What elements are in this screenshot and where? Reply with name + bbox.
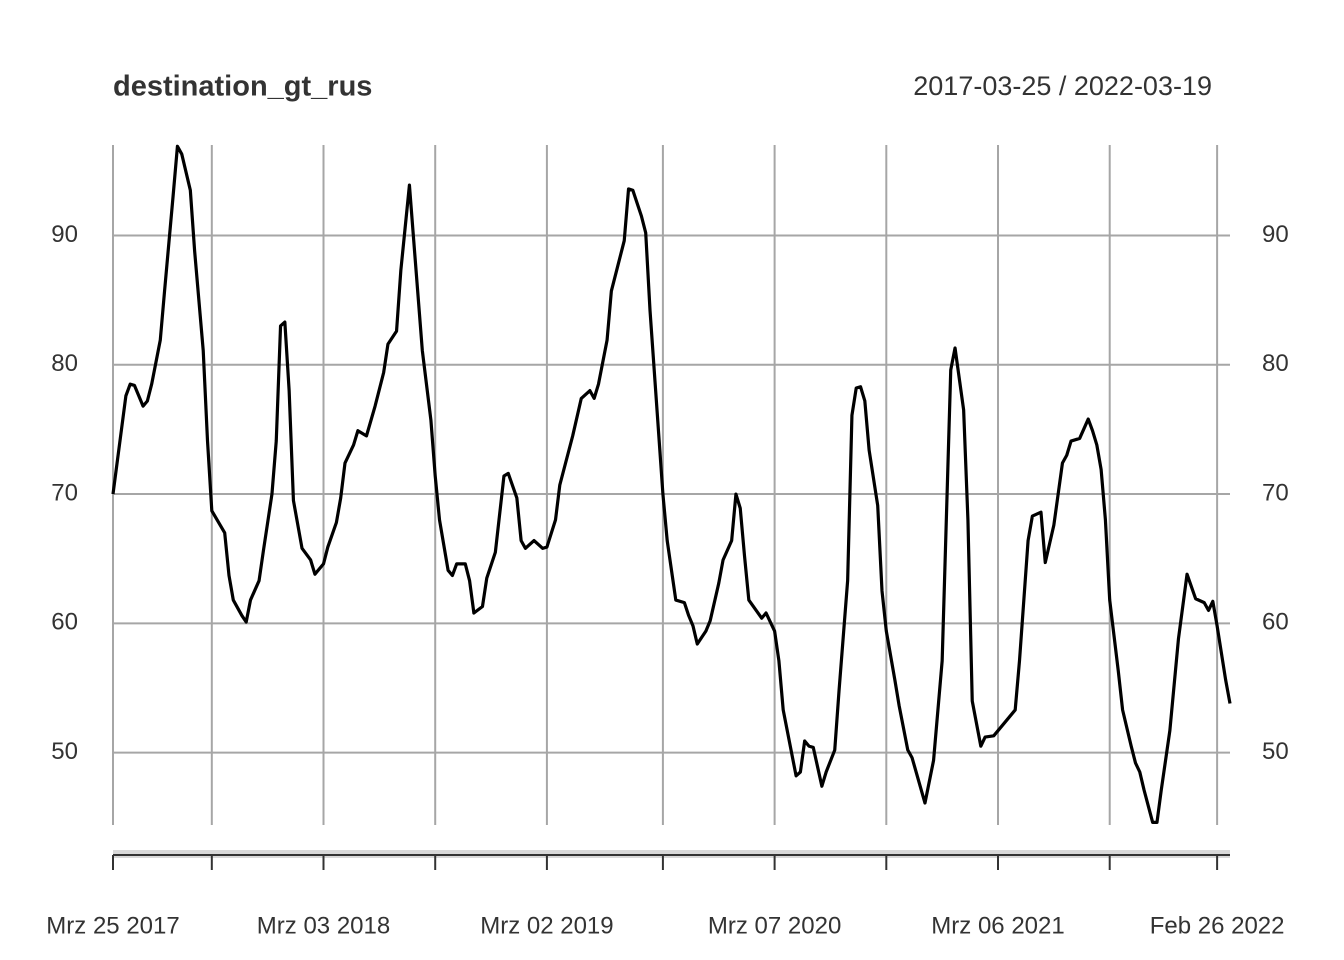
x-tick-label: Feb 26 2022 xyxy=(1150,912,1285,939)
chart-title: destination_gt_rus xyxy=(113,71,372,103)
y-tick-label-right: 80 xyxy=(1262,350,1289,377)
y-tick-label: 90 xyxy=(51,221,78,248)
y-tick-label: 60 xyxy=(51,609,78,636)
y-tick-label-right: 70 xyxy=(1262,479,1289,506)
y-tick-label-right: 90 xyxy=(1262,221,1289,248)
x-tick-label: Mrz 25 2017 xyxy=(46,912,179,939)
x-tick-label: Mrz 06 2021 xyxy=(931,912,1064,939)
y-tick-label: 70 xyxy=(51,479,78,506)
y-tick-label-right: 60 xyxy=(1262,609,1289,636)
y-tick-label: 50 xyxy=(51,738,78,765)
chart-subtitle: 2017-03-25 / 2022-03-19 xyxy=(913,71,1212,101)
x-tick-label: Mrz 02 2019 xyxy=(480,912,613,939)
y-tick-label: 80 xyxy=(51,350,78,377)
y-tick-label-right: 50 xyxy=(1262,738,1289,765)
data-line xyxy=(111,144,1232,825)
x-tick-label: Mrz 03 2018 xyxy=(257,912,390,939)
x-tick-label: Mrz 07 2020 xyxy=(708,912,841,939)
